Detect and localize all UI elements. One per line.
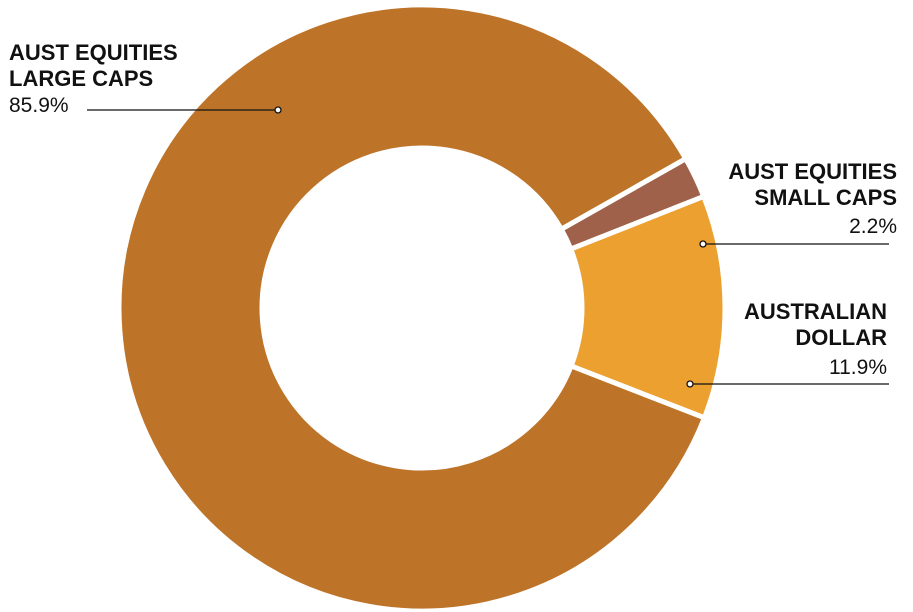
slice-label-large-caps-line2: LARGE CAPS <box>9 66 153 91</box>
slice-value-australian-dollar: 11.9% <box>829 356 887 379</box>
donut-slices <box>116 2 728 612</box>
leader-dot-small-caps <box>699 240 707 248</box>
leader-dot-large-caps <box>274 106 282 114</box>
slice-label-australian-dollar-line1: AUSTRALIAN <box>744 299 887 324</box>
label-small-caps: AUST EQUITIES SMALL CAPS 2.2% <box>728 159 897 238</box>
leader-dot-australian-dollar <box>686 380 694 388</box>
slice-value-small-caps: 2.2% <box>849 215 897 238</box>
slice-label-australian-dollar-line2: DOLLAR <box>795 325 887 350</box>
label-large-caps: AUST EQUITIES LARGE CAPS 85.9% <box>9 40 178 117</box>
label-australian-dollar: AUSTRALIAN DOLLAR 11.9% <box>744 299 887 379</box>
donut-slice-aust-equities-large-caps <box>116 2 708 612</box>
slice-value-large-caps: 85.9% <box>9 94 69 117</box>
leader-lines <box>87 106 889 388</box>
slice-label-small-caps-line2: SMALL CAPS <box>754 185 897 210</box>
slice-label-large-caps-line1: AUST EQUITIES <box>9 40 178 65</box>
slice-label-small-caps-line1: AUST EQUITIES <box>728 159 897 184</box>
